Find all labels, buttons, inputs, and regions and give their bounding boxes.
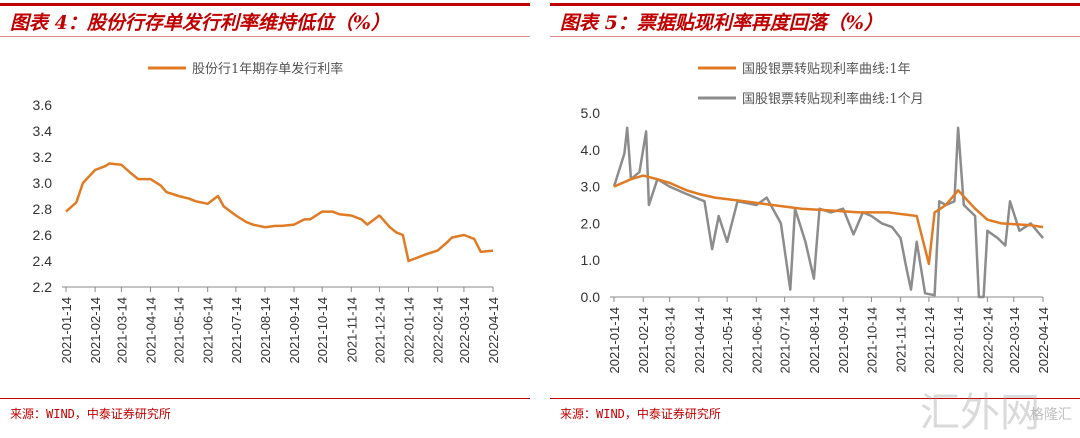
y-tick-label: 0.0 [581, 289, 601, 305]
x-tick-label: 2021-05-14 [720, 307, 735, 374]
x-tick-label: 2022-02-14 [980, 307, 995, 374]
x-tick-label: 2021-12-14 [922, 307, 937, 374]
x-tick-label: 2021-07-14 [229, 297, 244, 364]
chart-right: 0.0 1.0 2.0 3.0 4.0 5.0 2021-01-14 2021-02-14 20… [581, 61, 1051, 374]
legend-label: 国股银票转贴现利率曲线:1个月 [742, 91, 924, 107]
y-tick-label: 2.6 [33, 227, 53, 243]
y-tick-label: 3.0 [33, 175, 53, 191]
x-tick-label: 2021-04-14 [143, 297, 158, 364]
x-tick-label: 2021-08-14 [258, 297, 273, 364]
y-tick-label: 1.0 [581, 252, 601, 268]
y-tick-label: 4.0 [581, 142, 601, 158]
x-tick-label: 2021-10-14 [864, 307, 879, 374]
x-tick-label: 2021-01-14 [607, 307, 622, 374]
bottom-rule [0, 398, 530, 399]
x-tick-label: 2021-05-14 [172, 297, 187, 364]
x-tick-label: 2021-09-14 [836, 307, 851, 374]
x-tick-label: 2022-01-14 [951, 307, 966, 374]
x-tick-label: 2021-12-14 [372, 297, 387, 364]
x-tick-label: 2021-02-14 [88, 297, 103, 364]
y-tick-label: 5.0 [581, 105, 601, 121]
right-panel: 图表 5：票据贴现利率再度回落（%） 0.0 1.0 2.0 3.0 4.0 5.0 202… [550, 0, 1080, 430]
series-line [613, 174, 1044, 266]
source-note: 来源：WIND，中泰证券研究所 [10, 407, 171, 421]
x-tick-label: 2021-06-14 [201, 297, 216, 364]
chart-title: 图表 4：股份行存单发行利率维持低位（%） [10, 12, 390, 34]
x-tick-label: 2022-03-14 [457, 297, 472, 364]
title-rule [0, 36, 530, 37]
chart-title: 图表 5：票据贴现利率再度回落（%） [560, 12, 883, 34]
chart-left: 2.2 2.4 2.6 2.8 3.0 3.2 3.4 3.6 2021-01-14 2021-0… [33, 61, 501, 364]
top-rule [550, 3, 1080, 6]
x-tick-label: 2021-04-14 [692, 307, 707, 374]
x-tick-label: 2021-08-14 [807, 307, 822, 374]
x-tick-label: 2021-07-14 [778, 307, 793, 374]
legend-label: 国股银票转贴现利率曲线:1年 [742, 61, 911, 77]
y-tick-label: 2.2 [33, 279, 53, 295]
legend-label: 股份行1年期存单发行利率 [192, 61, 343, 77]
series-line [65, 162, 494, 263]
bottom-rule [550, 398, 1080, 399]
x-tick-label: 2021-11-14 [894, 307, 909, 373]
left-panel: 图表 4：股份行存单发行利率维持低位（%） 2.2 2.4 2.6 2.8 3.0 3.2… [0, 0, 530, 430]
x-tick-label: 2021-10-14 [315, 297, 330, 364]
series-line [612, 126, 1044, 299]
x-tick-label: 2022-01-14 [402, 297, 417, 364]
x-tick-label: 2022-02-14 [431, 297, 446, 364]
x-tick-label: 2022-03-14 [1007, 307, 1022, 374]
watermark-sub: 格隆汇 [1030, 407, 1072, 423]
x-tick-label: 2021-02-14 [636, 307, 651, 374]
x-tick-label: 2022-04-14 [486, 297, 501, 364]
title-rule [550, 36, 1080, 37]
x-tick-label: 2021-03-14 [114, 297, 129, 364]
y-tick-label: 2.8 [33, 201, 53, 217]
x-tick-label: 2022-04-14 [1036, 307, 1051, 374]
y-tick-label: 3.2 [33, 149, 53, 165]
top-rule [0, 3, 530, 6]
y-tick-label: 3.6 [33, 97, 53, 113]
y-tick-label: 3.0 [581, 179, 601, 195]
x-tick-label: 2021-06-14 [749, 307, 764, 374]
x-tick-label: 2021-11-14 [344, 297, 359, 363]
x-tick-label: 2021-03-14 [663, 307, 678, 374]
source-note: 来源：WIND，中泰证券研究所 [560, 407, 721, 421]
y-tick-label: 3.4 [33, 123, 53, 139]
watermark: 汇外网 [920, 390, 1040, 436]
x-tick-label: 2021-09-14 [287, 297, 302, 364]
y-tick-label: 2.0 [581, 215, 601, 231]
x-tick-label: 2021-01-14 [59, 297, 74, 364]
y-tick-label: 2.4 [33, 253, 53, 269]
